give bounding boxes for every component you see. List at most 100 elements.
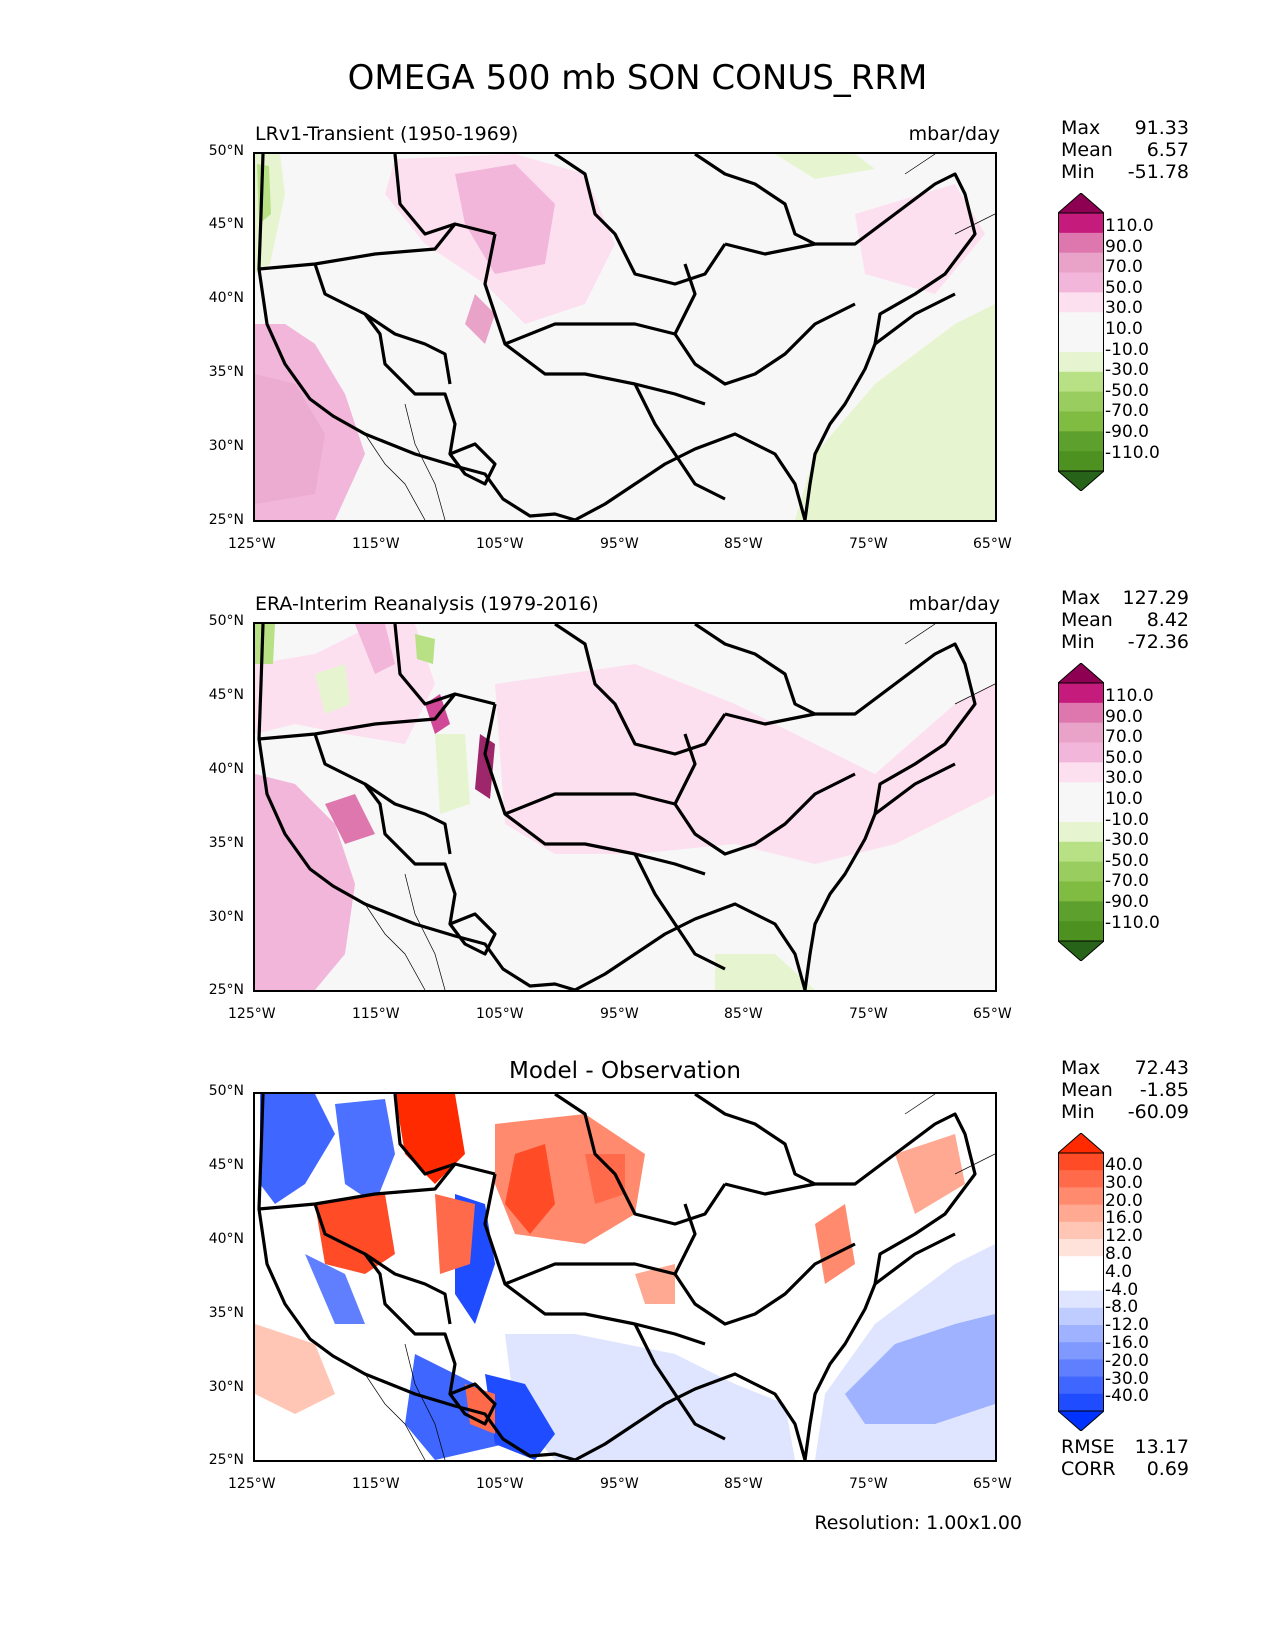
colorbar-band <box>1058 861 1104 882</box>
colorbar-label: -70.0 <box>1105 871 1149 892</box>
panel-3-montana-max <box>395 1094 465 1184</box>
panel-1-lon-tick: 85°W <box>724 536 763 552</box>
panel-3-lat-tick: 40°N <box>208 1231 244 1247</box>
panel-1-northern-plains-core <box>455 164 555 274</box>
colorbar-band <box>1058 1239 1104 1257</box>
colorbar-label: -30.0 <box>1105 1368 1149 1389</box>
panel-1-boundaries <box>257 154 977 520</box>
panel-2-lon-tick: 105°W <box>476 1006 524 1022</box>
colorbar-label: 40.0 <box>1105 1155 1143 1175</box>
colorbar-band <box>1058 1256 1104 1274</box>
panel-2-lat-tick: 45°N <box>208 687 244 703</box>
panel-3-map <box>253 1092 997 1462</box>
panel-2-idaho-positive <box>355 624 395 674</box>
panel-3-lon-tick: 125°W <box>228 1476 276 1492</box>
colorbar-label: -4.0 <box>1105 1279 1139 1300</box>
panel-2-stats: Max 127.29 Mean 8.42 Min -72.36 <box>1061 587 1189 653</box>
panel-2-california-max <box>325 794 375 844</box>
colorbar-label: -12.0 <box>1105 1315 1149 1336</box>
colorbar-band <box>1058 1170 1104 1188</box>
panel-2-stat-mean: Mean 8.42 <box>1061 609 1189 631</box>
panel-3-nevada-negative <box>305 1254 365 1324</box>
colorbar-label: -110.0 <box>1105 442 1160 463</box>
panel-2-nw-negative <box>315 664 350 714</box>
colorbar-band <box>1058 272 1104 293</box>
panel-2-map-svg <box>255 624 995 990</box>
colorbar-band <box>1058 371 1104 393</box>
colorbar-label: -8.0 <box>1105 1297 1139 1318</box>
panel-3-colorbar-labels: 40.0 30.0 20.0 16.0 12.0 8.0 4.0 -4.0 -8… <box>1105 1155 1149 1407</box>
colorbar-band <box>1058 252 1104 274</box>
colorbar-label: 30.0 <box>1105 768 1143 789</box>
panel-1-lon-tick: 125°W <box>228 536 276 552</box>
colorbar-band <box>1058 683 1104 704</box>
panel-3-stats: Max 72.43 Mean -1.85 Min -60.09 <box>1061 1057 1189 1123</box>
panel-3-lat-tick: 25°N <box>208 1452 244 1468</box>
colorbar-extend-min <box>1058 940 1104 961</box>
panel-3-stat-mean: Mean -1.85 <box>1061 1079 1189 1101</box>
colorbar-band <box>1058 1221 1104 1240</box>
colorbar-label: 90.0 <box>1105 236 1143 257</box>
panel-3-lat-tick: 45°N <box>208 1157 244 1173</box>
colorbar-label: 50.0 <box>1105 277 1143 298</box>
colorbar-label: -30.0 <box>1105 830 1149 851</box>
panel-3-title: Model - Observation <box>508 1058 742 1084</box>
colorbar-label: 10.0 <box>1105 318 1143 339</box>
panel-1-lon-tick: 115°W <box>352 536 400 552</box>
panel-2-montana-negative <box>415 634 435 664</box>
panel-3-idaho-max <box>315 1194 395 1274</box>
panel-1-map <box>253 152 997 522</box>
panel-2-pacific-positive <box>255 774 355 990</box>
panel-3-lon-tick: 65°W <box>973 1476 1012 1492</box>
panel-2-colorbar-labels: 110.0 90.0 70.0 50.0 30.0 10.0 -10.0 -30… <box>1105 686 1160 933</box>
panel-1-pacific-positive-core <box>255 374 325 504</box>
colorbar-band <box>1058 821 1104 843</box>
colorbar-label: -10.0 <box>1105 809 1149 830</box>
colorbar-band <box>1058 1359 1104 1378</box>
panel-2-colorbar <box>1058 663 1104 961</box>
panel-1-stat-max: Max 91.33 <box>1061 117 1189 139</box>
colorbar-extend-max <box>1058 1133 1104 1154</box>
colorbar-band <box>1058 1187 1104 1206</box>
colorbar-band <box>1058 351 1104 373</box>
panel-3-appalachian-positive <box>815 1204 855 1284</box>
colorbar-label: 50.0 <box>1105 747 1143 768</box>
colorbar-label: 8.0 <box>1105 1243 1133 1264</box>
panel-3-northwest-negative <box>260 1094 335 1204</box>
colorbar-label: 70.0 <box>1105 727 1143 748</box>
panel-3-colorbar <box>1058 1133 1104 1431</box>
colorbar-band <box>1058 332 1104 353</box>
panel-1-title: LRv1-Transient (1950-1969) <box>255 123 519 145</box>
colorbar-band <box>1058 1376 1104 1395</box>
colorbar-band <box>1058 1204 1104 1223</box>
colorbar-band <box>1058 431 1104 452</box>
panel-2-lat-tick: 25°N <box>208 982 244 998</box>
colorbar-label: -40.0 <box>1105 1386 1149 1407</box>
panel-3-lat-tick: 50°N <box>208 1083 244 1099</box>
colorbar-band <box>1058 1342 1104 1360</box>
panel-3-lon-tick: 75°W <box>849 1476 888 1492</box>
metric-rmse: RMSE 13.17 <box>1061 1436 1189 1458</box>
panel-1-stat-mean: Mean 6.57 <box>1061 139 1189 161</box>
colorbar-label: 16.0 <box>1105 1208 1143 1229</box>
resolution-label: Resolution: 1.00x1.00 <box>814 1512 1022 1534</box>
panel-2-lat-tick: 40°N <box>208 761 244 777</box>
colorbar-label: -30.0 <box>1105 360 1149 381</box>
colorbar-label: 30.0 <box>1105 298 1143 319</box>
panel-1-lon-tick: 75°W <box>849 536 888 552</box>
panel-1-colorbar-labels: 110.0 90.0 70.0 50.0 30.0 10.0 -10.0 -30… <box>1105 216 1160 463</box>
panel-2-lat-tick: 50°N <box>208 613 244 629</box>
colorbar-label: 4.0 <box>1105 1261 1133 1282</box>
colorbar-band <box>1058 411 1104 432</box>
panel-1-lat-tick: 25°N <box>208 512 244 528</box>
colorbar-band <box>1058 1153 1104 1171</box>
colorbar-extend-max <box>1058 663 1104 684</box>
colorbar-band <box>1058 881 1104 902</box>
colorbar-band <box>1058 921 1104 942</box>
colorbar-band <box>1058 762 1104 783</box>
colorbar-band <box>1058 1307 1104 1326</box>
colorbar-label: 70.0 <box>1105 257 1143 278</box>
panel-1-lat-tick: 40°N <box>208 290 244 306</box>
panel-2-gulf-negative <box>715 954 815 990</box>
panel-3-stat-min: Min -60.09 <box>1061 1101 1189 1123</box>
